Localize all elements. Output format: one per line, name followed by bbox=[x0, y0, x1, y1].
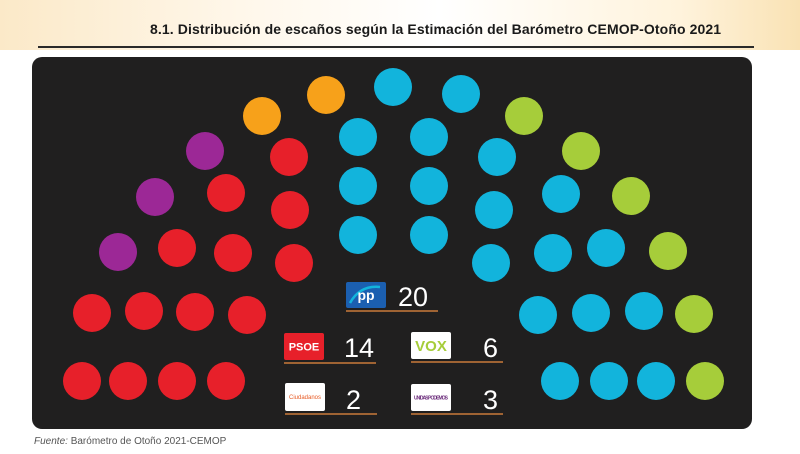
seat-pp bbox=[410, 118, 448, 156]
legend-pp: pp 20 bbox=[346, 282, 438, 312]
chart-panel bbox=[32, 57, 752, 429]
seat-pp bbox=[541, 362, 579, 400]
seat-psoe bbox=[207, 362, 245, 400]
seat-psoe bbox=[158, 229, 196, 267]
seat-psoe bbox=[109, 362, 147, 400]
legend-podemos: UNIDAS PODEMOS 3 bbox=[411, 384, 503, 415]
seat-psoe bbox=[275, 244, 313, 282]
title-rule bbox=[38, 46, 754, 48]
pp-seagull-icon bbox=[348, 285, 381, 304]
podemos-seat-count: 3 bbox=[483, 385, 498, 415]
seat-pp bbox=[475, 191, 513, 229]
seat-podemos bbox=[99, 233, 137, 271]
header-band bbox=[0, 0, 800, 50]
seat-pp bbox=[410, 167, 448, 205]
seat-vox bbox=[562, 132, 600, 170]
seat-psoe bbox=[214, 234, 252, 272]
seat-psoe bbox=[63, 362, 101, 400]
seat-pp bbox=[339, 167, 377, 205]
vox-logo bbox=[411, 332, 451, 359]
seat-pp bbox=[442, 75, 480, 113]
seat-pp bbox=[478, 138, 516, 176]
podemos-logo bbox=[411, 384, 451, 411]
ciudadanos-seat-count: 2 bbox=[346, 385, 361, 415]
seat-pp bbox=[637, 362, 675, 400]
seat-pp bbox=[339, 216, 377, 254]
seat-vox bbox=[686, 362, 724, 400]
seat-psoe bbox=[73, 294, 111, 332]
seat-vox bbox=[612, 177, 650, 215]
psoe-logo bbox=[284, 333, 324, 360]
source-note: Fuente: Barómetro de Otoño 2021-CEMOP bbox=[34, 436, 226, 447]
pp-seat-count: 20 bbox=[398, 282, 428, 312]
seat-pp bbox=[519, 296, 557, 334]
legend-ciudadanos: Ciudadanos 2 bbox=[285, 383, 377, 415]
seat-ciudadanos bbox=[243, 97, 281, 135]
seat-pp bbox=[587, 229, 625, 267]
source-label: Fuente: bbox=[34, 436, 68, 447]
seat-psoe bbox=[228, 296, 266, 334]
seat-pp bbox=[374, 68, 412, 106]
seat-pp bbox=[590, 362, 628, 400]
podemos-logo-text: UNIDAS PODEMOS bbox=[414, 395, 449, 401]
vox-seat-count: 6 bbox=[483, 333, 498, 363]
seat-vox bbox=[505, 97, 543, 135]
seat-psoe bbox=[158, 362, 196, 400]
seat-psoe bbox=[271, 191, 309, 229]
seat-psoe bbox=[125, 292, 163, 330]
seat-pp bbox=[625, 292, 663, 330]
seat-vox bbox=[675, 295, 713, 333]
legend-vox: VOX 6 bbox=[411, 332, 503, 363]
ciudadanos-logo-text: Ciudadanos bbox=[289, 395, 321, 401]
chart-title: 8.1. Distribución de escaños según la Es… bbox=[150, 21, 722, 37]
pp-logo-text: pp bbox=[357, 287, 374, 303]
seat-pp bbox=[534, 234, 572, 272]
ciudadanos-logo bbox=[285, 383, 325, 411]
legend-psoe: PSOE 14 bbox=[284, 333, 376, 364]
psoe-seat-count: 14 bbox=[344, 333, 374, 363]
psoe-logo-text: PSOE bbox=[289, 341, 320, 353]
seat-ciudadanos bbox=[307, 76, 345, 114]
seat-psoe bbox=[207, 174, 245, 212]
seat-pp bbox=[472, 244, 510, 282]
source-text: Barómetro de Otoño 2021-CEMOP bbox=[70, 436, 227, 447]
seat-pp bbox=[572, 294, 610, 332]
seat-psoe bbox=[270, 138, 308, 176]
seat-podemos bbox=[186, 132, 224, 170]
seat-pp bbox=[542, 175, 580, 213]
seat-pp bbox=[339, 118, 377, 156]
seat-podemos bbox=[136, 178, 174, 216]
seat-psoe bbox=[176, 293, 214, 331]
pp-logo bbox=[346, 282, 386, 308]
seat-pp bbox=[410, 216, 448, 254]
seat-vox bbox=[649, 232, 687, 270]
vox-logo-text: VOX bbox=[415, 338, 447, 355]
